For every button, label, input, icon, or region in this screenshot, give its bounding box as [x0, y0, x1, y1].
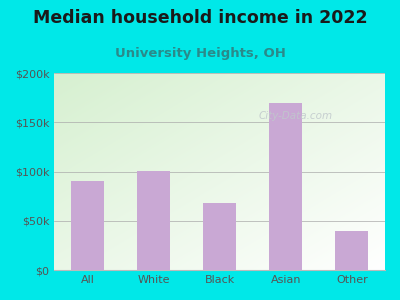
Bar	[71, 182, 104, 270]
Bar	[336, 231, 368, 270]
Text: Median household income in 2022: Median household income in 2022	[33, 9, 367, 27]
Bar	[137, 171, 170, 270]
Text: City-Data.com: City-Data.com	[259, 111, 333, 122]
Bar	[203, 203, 236, 270]
Text: University Heights, OH: University Heights, OH	[114, 46, 286, 59]
Bar	[269, 103, 302, 270]
